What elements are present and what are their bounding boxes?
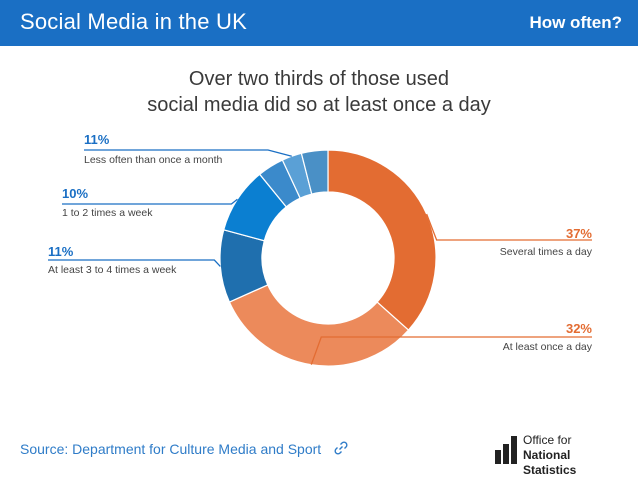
slice-value-label: 10% xyxy=(62,186,88,201)
source-text: Source: Department for Culture Media and… xyxy=(20,440,349,459)
leader-line xyxy=(84,149,292,157)
chart-title-line-2: social media did so at least once a day xyxy=(147,94,491,116)
topic-label: How often? xyxy=(529,13,622,32)
slice-category-label: At least once a day xyxy=(503,341,593,353)
slice-value-label: 37% xyxy=(566,226,592,241)
slice-category-label: 1 to 2 times a week xyxy=(62,207,153,219)
header-bar: Social Media in the UK How often? xyxy=(0,0,638,46)
leader-line xyxy=(48,259,221,267)
slice-value-label: 32% xyxy=(566,321,592,336)
link-icon[interactable] xyxy=(333,440,349,459)
logo-line-2: National Statistics xyxy=(523,448,577,477)
slice-category-label: Less often than once a month xyxy=(84,154,223,166)
chart-title: Over two thirds of those used social med… xyxy=(0,66,638,118)
leader-line xyxy=(426,213,592,241)
leader-line xyxy=(62,198,238,205)
logo-text: Office for National Statistics xyxy=(523,433,625,478)
slice-value-label: 11% xyxy=(48,244,74,259)
slice-category-label: Several times a day xyxy=(500,246,593,258)
donut-slice-segment xyxy=(300,149,329,195)
chart-title-line-1: Over two thirds of those used xyxy=(188,68,450,90)
slice-category-label: At least 3 to 4 times a week xyxy=(48,264,177,276)
logo-line-1: Office for xyxy=(523,433,572,447)
ons-logo-icon xyxy=(495,436,517,464)
ons-logo: Office for National Statistics xyxy=(495,433,625,477)
source-label: Source: Department for Culture Media and… xyxy=(20,441,322,457)
page-title: Social Media in the UK xyxy=(20,9,247,34)
donut-slice xyxy=(228,284,410,367)
leader-line xyxy=(310,336,592,365)
slice-value-label: 11% xyxy=(84,132,110,147)
donut-slice xyxy=(327,149,437,331)
